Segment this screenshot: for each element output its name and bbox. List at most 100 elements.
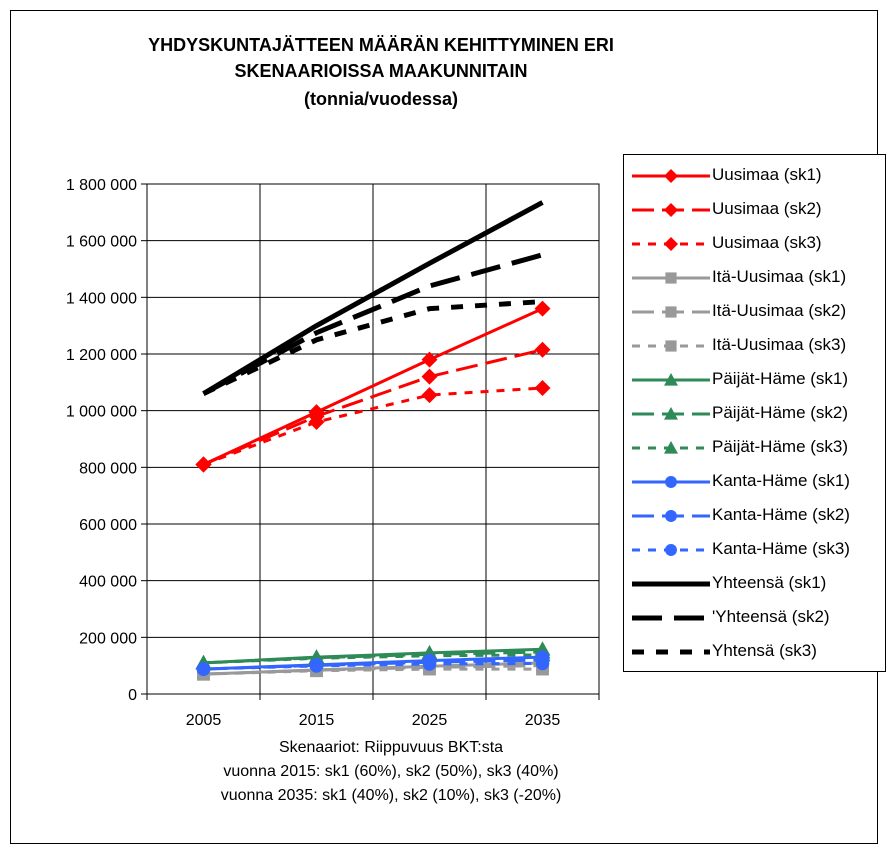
legend-item: Itä-Uusimaa (sk2) <box>624 297 885 327</box>
legend-swatch-marker <box>664 169 678 183</box>
legend-swatch-marker <box>664 407 678 420</box>
y-tick-label: 0 <box>128 687 137 704</box>
legend-item: Uusimaa (sk2) <box>624 195 885 225</box>
legend-swatch-marker <box>664 373 678 386</box>
legend-label: Yhteensä (sk1) <box>712 573 827 592</box>
series-line-7 <box>203 650 543 665</box>
legend-label: Kanta-Häme (sk1) <box>712 471 850 490</box>
legend-swatch <box>632 373 710 386</box>
legend-item: Kanta-Häme (sk3) <box>624 535 885 565</box>
legend-swatch <box>632 340 710 352</box>
legend-swatch <box>632 203 710 217</box>
x-tick-label: 2025 <box>412 712 448 729</box>
legend-label: 'Yhteensä (sk2) <box>712 607 830 626</box>
legend-swatch-marker <box>665 476 677 488</box>
legend-item: Päijät-Häme (sk2) <box>624 399 885 429</box>
y-tick-label: 1 400 000 <box>66 290 137 307</box>
legend-item: Uusimaa (sk3) <box>624 229 885 259</box>
y-tick-label: 400 000 <box>79 574 137 591</box>
legend-label: Itä-Uusimaa (sk3) <box>712 335 847 354</box>
legend-swatch <box>632 441 710 454</box>
y-tick-label: 1 600 000 <box>66 234 137 251</box>
legend-item: 'Yhteensä (sk2) <box>624 603 885 633</box>
legend-label: Kanta-Häme (sk3) <box>712 539 850 558</box>
legend-swatch <box>632 615 710 621</box>
legend-label: Päijät-Häme (sk3) <box>712 437 849 456</box>
legend-item: Päijät-Häme (sk1) <box>624 365 885 395</box>
series-line-14 <box>202 299 543 396</box>
legend-label: Itä-Uusimaa (sk2) <box>712 301 847 320</box>
chart-title-line-3: (tonnia/vuodessa) <box>303 89 459 109</box>
legend-label: Päijät-Häme (sk1) <box>712 369 849 388</box>
legend-item: Uusimaa (sk1) <box>624 161 885 191</box>
legend-item: Kanta-Häme (sk1) <box>624 467 885 497</box>
series-line-12 <box>202 200 544 396</box>
data-point-1-3 <box>534 341 551 358</box>
legend-item: Kanta-Häme (sk2) <box>624 501 885 531</box>
data-point-0-2 <box>421 351 438 368</box>
x-tick-label: 2035 <box>525 712 561 729</box>
legend-swatch-marker <box>665 272 677 284</box>
y-tick-label: 1 000 000 <box>66 404 137 421</box>
legend-swatch <box>632 237 710 251</box>
legend-label: Päijät-Häme (sk2) <box>712 403 849 422</box>
legend-swatch <box>632 476 710 488</box>
legend-swatch-marker <box>665 340 677 352</box>
legend-swatch <box>632 272 710 284</box>
legend-label: Uusimaa (sk1) <box>712 165 822 184</box>
legend-item: Itä-Uusimaa (sk1) <box>624 263 885 293</box>
scenario-note-line-2: vuonna 2015: sk1 (60%), sk2 (50%), sk3 (… <box>223 763 559 780</box>
series-line-10 <box>203 658 543 671</box>
series-line-1 <box>202 348 543 466</box>
legend-swatch <box>632 306 710 318</box>
legend-label: Uusimaa (sk2) <box>712 199 822 218</box>
y-tick-label: 600 000 <box>79 517 137 534</box>
y-tick-label: 200 000 <box>79 630 137 647</box>
scenario-note-line-3: vuonna 2035: sk1 (40%), sk2 (10%), sk3 (… <box>220 787 562 804</box>
series-line-0 <box>202 307 544 466</box>
legend-swatch <box>632 544 710 556</box>
chart-title-line-1: YHDYSKUNTAJÄTTEEN MÄÄRÄN KEHITTYMINEN ER… <box>148 35 614 55</box>
x-tick-label: 2005 <box>186 712 222 729</box>
data-point-11-0 <box>196 662 211 676</box>
series-line-2 <box>202 386 543 466</box>
legend-label: Yhtensä (sk3) <box>712 641 817 660</box>
y-tick-label: 800 000 <box>79 460 137 477</box>
chart-title-line-2: SKENAARIOISSA MAAKUNNITAIN <box>234 61 528 81</box>
legend-swatch <box>632 169 710 183</box>
legend-swatch-marker <box>665 544 677 556</box>
chart-frame: YHDYSKUNTAJÄTTEEN MÄÄRÄN KEHITTYMINEN ER… <box>10 10 886 844</box>
data-point-2-2 <box>421 387 438 404</box>
legend-swatch-marker <box>664 203 678 217</box>
data-point-0-3 <box>534 300 551 317</box>
data-point-2-3 <box>534 380 551 396</box>
series-line-4 <box>203 664 543 676</box>
data-point-2-0 <box>195 456 212 473</box>
legend-swatch-marker <box>664 441 678 454</box>
legend-swatch <box>632 510 710 522</box>
legend-label: Kanta-Häme (sk2) <box>712 505 850 524</box>
legend-item: Yhteensä (sk1) <box>624 569 885 599</box>
legend-swatch-marker <box>665 306 677 318</box>
data-point-11-3 <box>535 656 550 671</box>
legend-label: Itä-Uusimaa (sk1) <box>712 267 847 286</box>
data-point-2-1 <box>308 414 325 430</box>
series-line-13 <box>202 252 544 396</box>
x-tick-label: 2015 <box>299 712 335 729</box>
legend-label: Uusimaa (sk3) <box>712 233 822 252</box>
data-point-1-2 <box>421 368 438 385</box>
scenario-note-line-1: Skenaariot: Riippuvuus BKT:sta <box>278 739 504 756</box>
data-point-11-1 <box>309 659 324 673</box>
y-tick-label: 1 800 000 <box>66 177 137 194</box>
y-tick-label: 1 200 000 <box>66 347 137 364</box>
legend-swatch-marker <box>665 510 677 522</box>
legend-swatch <box>632 649 710 655</box>
legend-swatch-marker <box>664 237 678 251</box>
legend-swatch <box>632 581 710 587</box>
legend-item: Päijät-Häme (sk3) <box>624 433 885 463</box>
data-point-11-2 <box>422 657 437 671</box>
legend-swatch <box>632 407 710 420</box>
legend-item: Itä-Uusimaa (sk3) <box>624 331 885 361</box>
chart-legend: Uusimaa (sk1) Uusimaa (sk2) Uusimaa (sk3) I… <box>623 154 886 672</box>
line-chart: 0 200 000 400 000 600 000 800 000 1 000 000 1 … <box>66 177 600 729</box>
